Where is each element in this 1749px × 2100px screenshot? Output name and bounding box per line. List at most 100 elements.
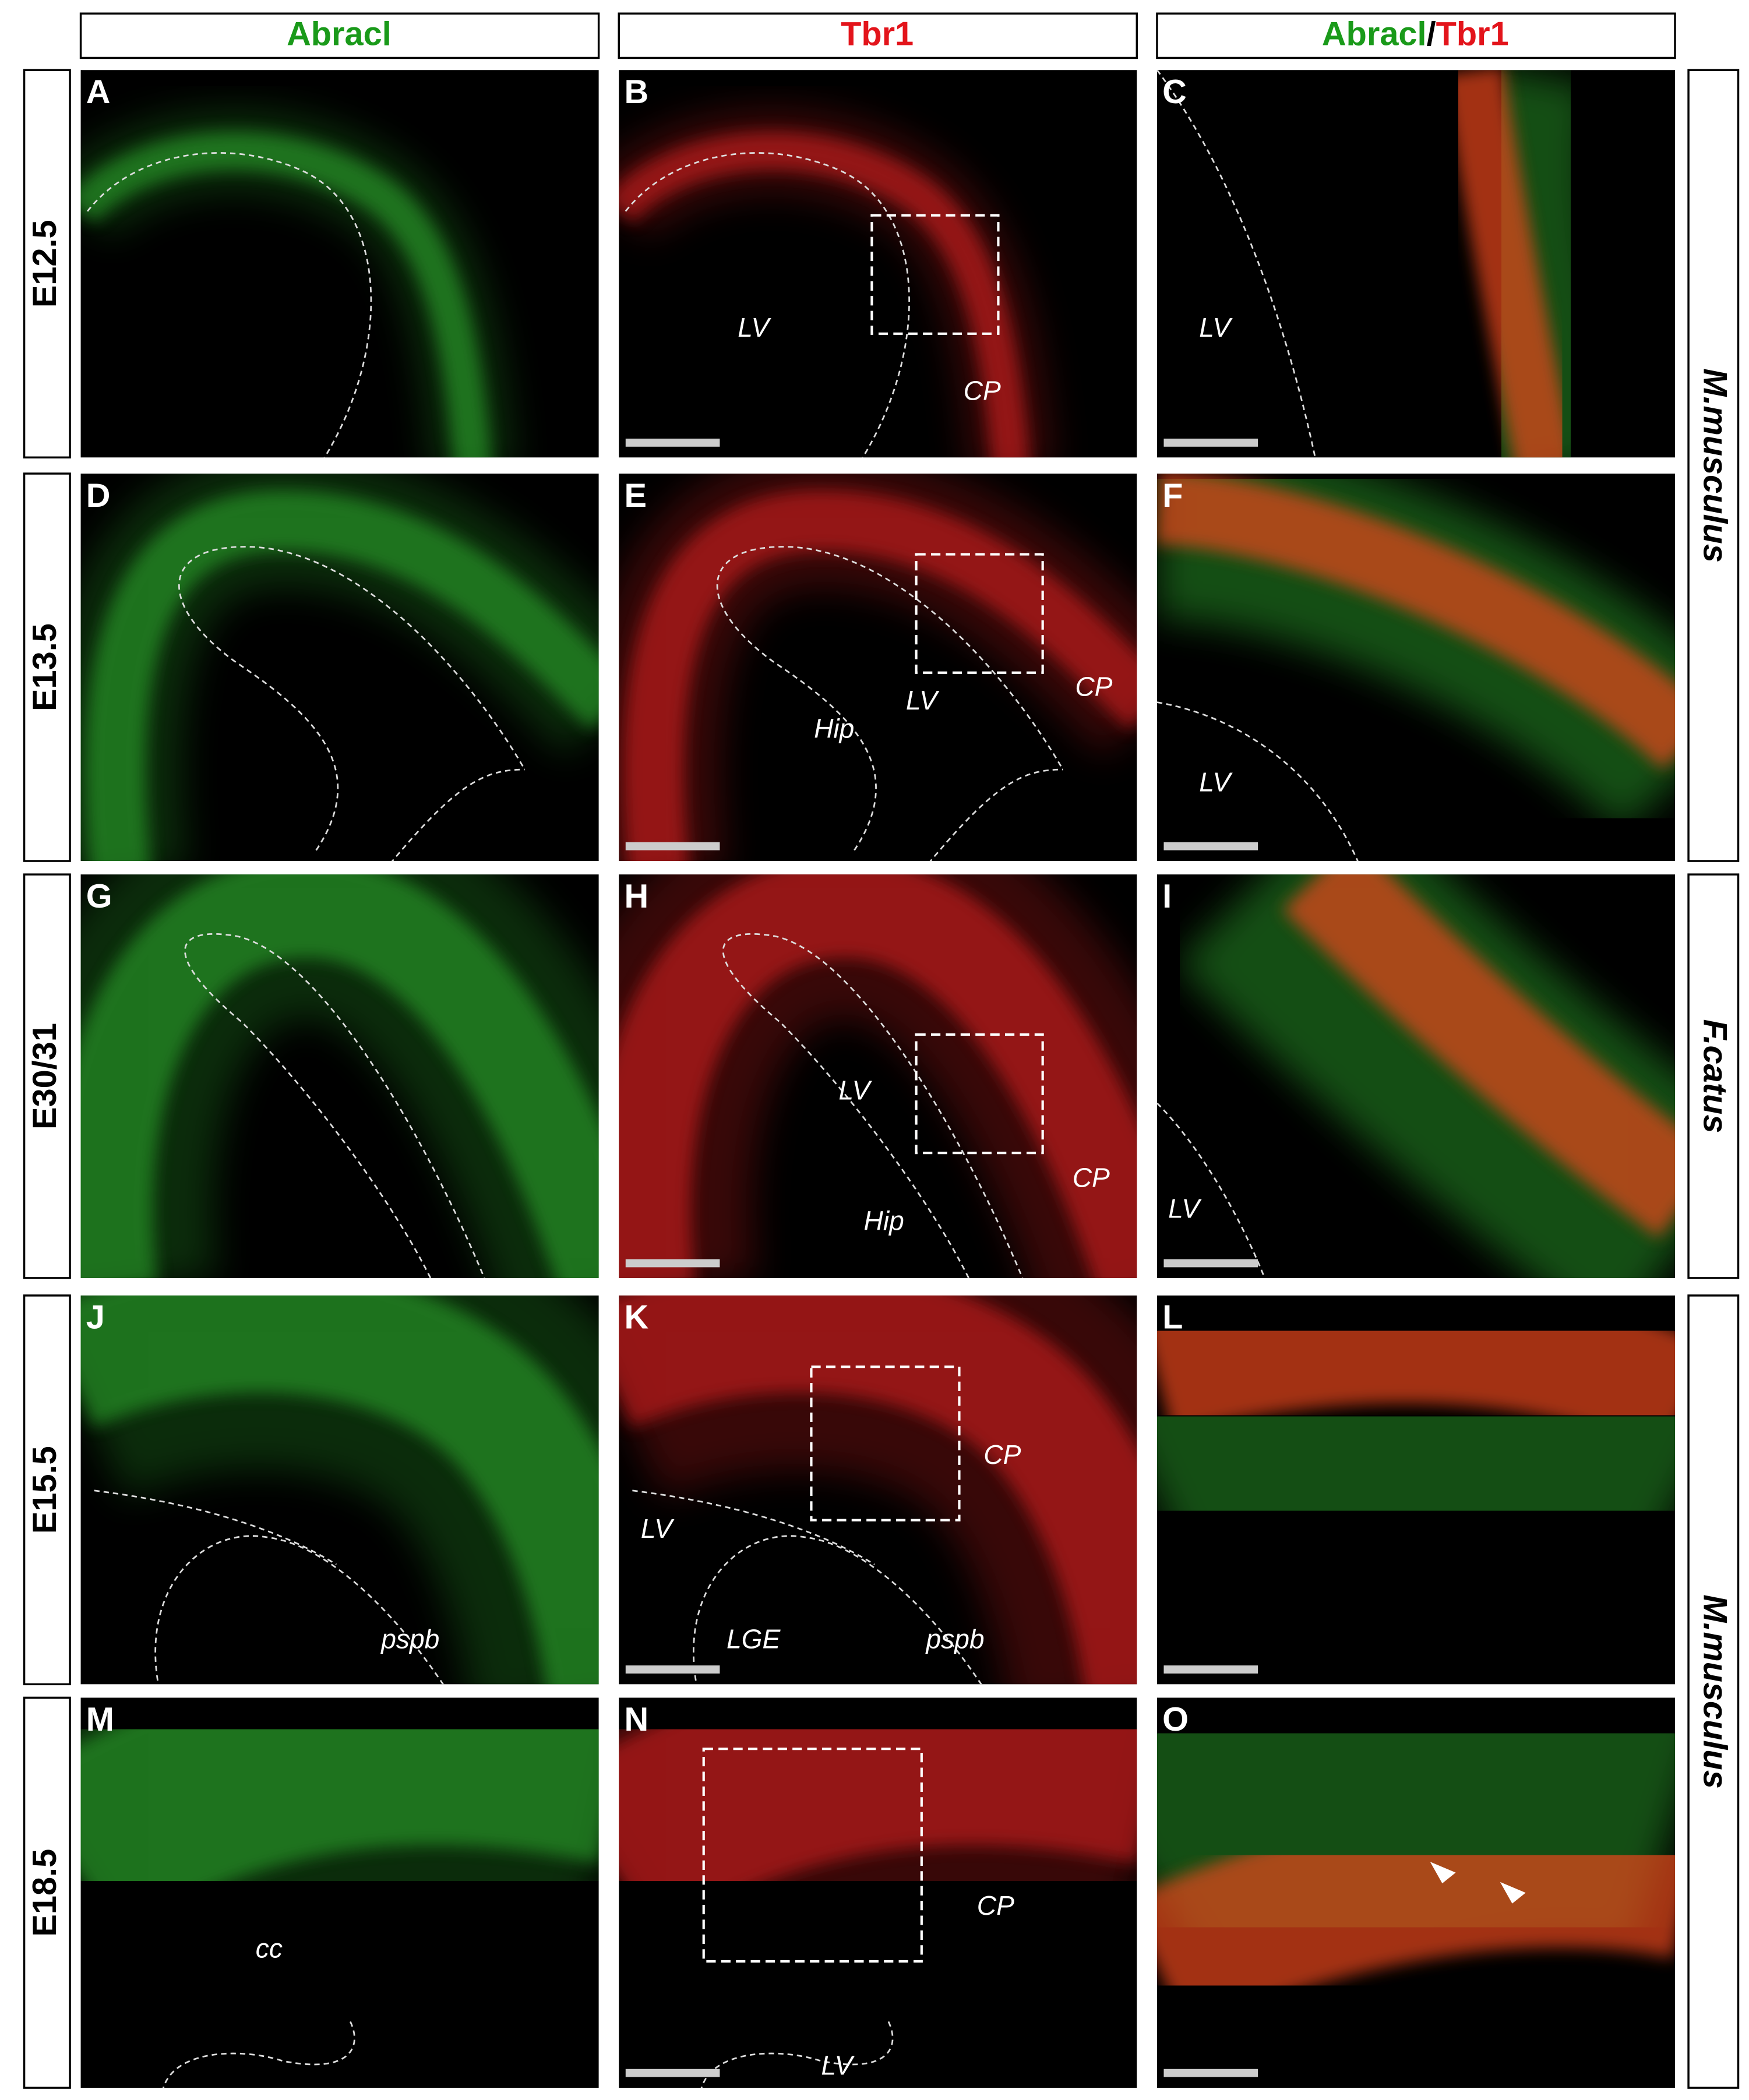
panel-letter: N xyxy=(624,1701,648,1738)
row-label-box xyxy=(23,472,71,862)
tissue-band xyxy=(619,1295,1137,1685)
panel-content xyxy=(619,109,1052,458)
tissue-band xyxy=(619,132,1029,458)
scale-bar xyxy=(1163,842,1258,850)
boundary-line xyxy=(178,546,526,851)
inset-box xyxy=(810,1365,961,1522)
panel: I LV xyxy=(1156,874,1675,1278)
column-header: Tbr1 xyxy=(841,16,914,53)
tissue-red xyxy=(1156,1295,1675,1457)
tissue-band xyxy=(80,1295,599,1685)
panel: E Hip LV CP xyxy=(619,473,1137,862)
panel: L xyxy=(1156,1295,1675,1685)
region-label: Hip xyxy=(864,1205,904,1236)
tissue-red xyxy=(1282,874,1675,1238)
header-part: Abracl xyxy=(1322,16,1427,53)
boundary-line xyxy=(391,768,525,862)
region-label: CP xyxy=(977,1890,1014,1921)
panel-letter: G xyxy=(86,878,112,915)
panel-content xyxy=(80,874,599,1278)
boundary-line xyxy=(716,546,1064,851)
scale-bar xyxy=(1163,438,1258,447)
scale-bar xyxy=(625,1259,720,1268)
boundary-line xyxy=(693,1535,982,1685)
boundary-line xyxy=(625,152,910,458)
boundary-line xyxy=(1156,701,1359,862)
region-label: LV xyxy=(838,1075,872,1105)
scale-bar xyxy=(625,2069,720,2077)
boundary-line xyxy=(700,2020,894,2088)
panel-letter: J xyxy=(86,1299,105,1336)
tissue-band xyxy=(80,1697,599,1939)
row-label-box xyxy=(23,873,71,1279)
tissue-red xyxy=(1156,1799,1675,2034)
row-label-box xyxy=(23,1294,71,1686)
panel-letter: F xyxy=(1162,477,1183,514)
header-part: Tbr1 xyxy=(1436,16,1509,53)
inset-box xyxy=(915,553,1044,674)
species-box xyxy=(1687,873,1740,1279)
panel-content xyxy=(619,874,1137,1278)
boundary-line xyxy=(632,1490,875,1565)
column-header: Abracl xyxy=(287,16,392,53)
panel: C LV xyxy=(1156,70,1675,458)
region-label: LV xyxy=(738,312,771,343)
boundary-line xyxy=(94,1490,337,1565)
scale-bar xyxy=(625,1665,720,1674)
column-header: Abracl/Tbr1 xyxy=(1322,16,1509,53)
species-label: F.catus xyxy=(1696,1019,1733,1134)
panel: A xyxy=(80,70,599,458)
tissue-band xyxy=(623,490,1137,862)
region-label: LV xyxy=(1199,312,1233,343)
tissue-band xyxy=(619,1697,1137,1939)
row-label: E12.5 xyxy=(26,220,64,308)
panel: H LV CP Hip xyxy=(619,874,1137,1278)
boundary-line xyxy=(1156,1102,1265,1278)
header-part: / xyxy=(1427,16,1436,53)
panel-letter: D xyxy=(86,477,111,514)
scale-bar xyxy=(1163,1259,1258,1268)
panel: G xyxy=(80,874,599,1278)
row-label: E30/31 xyxy=(26,1023,64,1130)
tissue-band xyxy=(80,874,599,1278)
region-label: cc xyxy=(256,1933,283,1964)
arrowhead xyxy=(1500,1882,1526,1904)
panel-letter: K xyxy=(624,1299,648,1336)
region-label: LV xyxy=(641,1513,675,1544)
tissue-green xyxy=(1156,1697,1675,2055)
region-label: LV xyxy=(906,685,940,715)
boundary-line xyxy=(929,768,1063,862)
boundary-line xyxy=(163,2020,355,2088)
inset-box xyxy=(702,1748,923,1963)
header-box xyxy=(618,12,1138,59)
region-label: CP xyxy=(1075,672,1112,702)
panel-letter: O xyxy=(1162,1701,1189,1738)
region-label: CP xyxy=(1073,1163,1110,1193)
panel-content xyxy=(80,109,514,458)
panel-content xyxy=(80,1697,599,2088)
scale-bar xyxy=(625,842,720,850)
panel: D xyxy=(80,473,599,862)
scale-bar xyxy=(625,438,720,447)
panel-content xyxy=(619,473,1137,862)
panel-letter: E xyxy=(624,477,647,514)
region-label: LV xyxy=(1168,1194,1202,1224)
arrowhead xyxy=(1430,1862,1456,1884)
panel-letter: A xyxy=(86,73,111,111)
header-box xyxy=(79,12,600,59)
inset-box xyxy=(915,1033,1044,1155)
region-label: pspb xyxy=(925,1624,984,1654)
panel-letter: I xyxy=(1162,878,1172,915)
row-label: E13.5 xyxy=(26,623,64,711)
tissue-band xyxy=(84,490,599,862)
region-label: LV xyxy=(1199,767,1233,797)
panel: K CP LV LGE pspb xyxy=(619,1295,1137,1685)
panel-content xyxy=(619,1295,1137,1685)
species-label: M.musculus xyxy=(1696,1594,1733,1789)
region-label: LGE xyxy=(727,1624,781,1654)
panel: F LV xyxy=(1156,473,1675,862)
region-label: pspb xyxy=(380,1624,439,1654)
tissue-green xyxy=(1156,1295,1675,1635)
